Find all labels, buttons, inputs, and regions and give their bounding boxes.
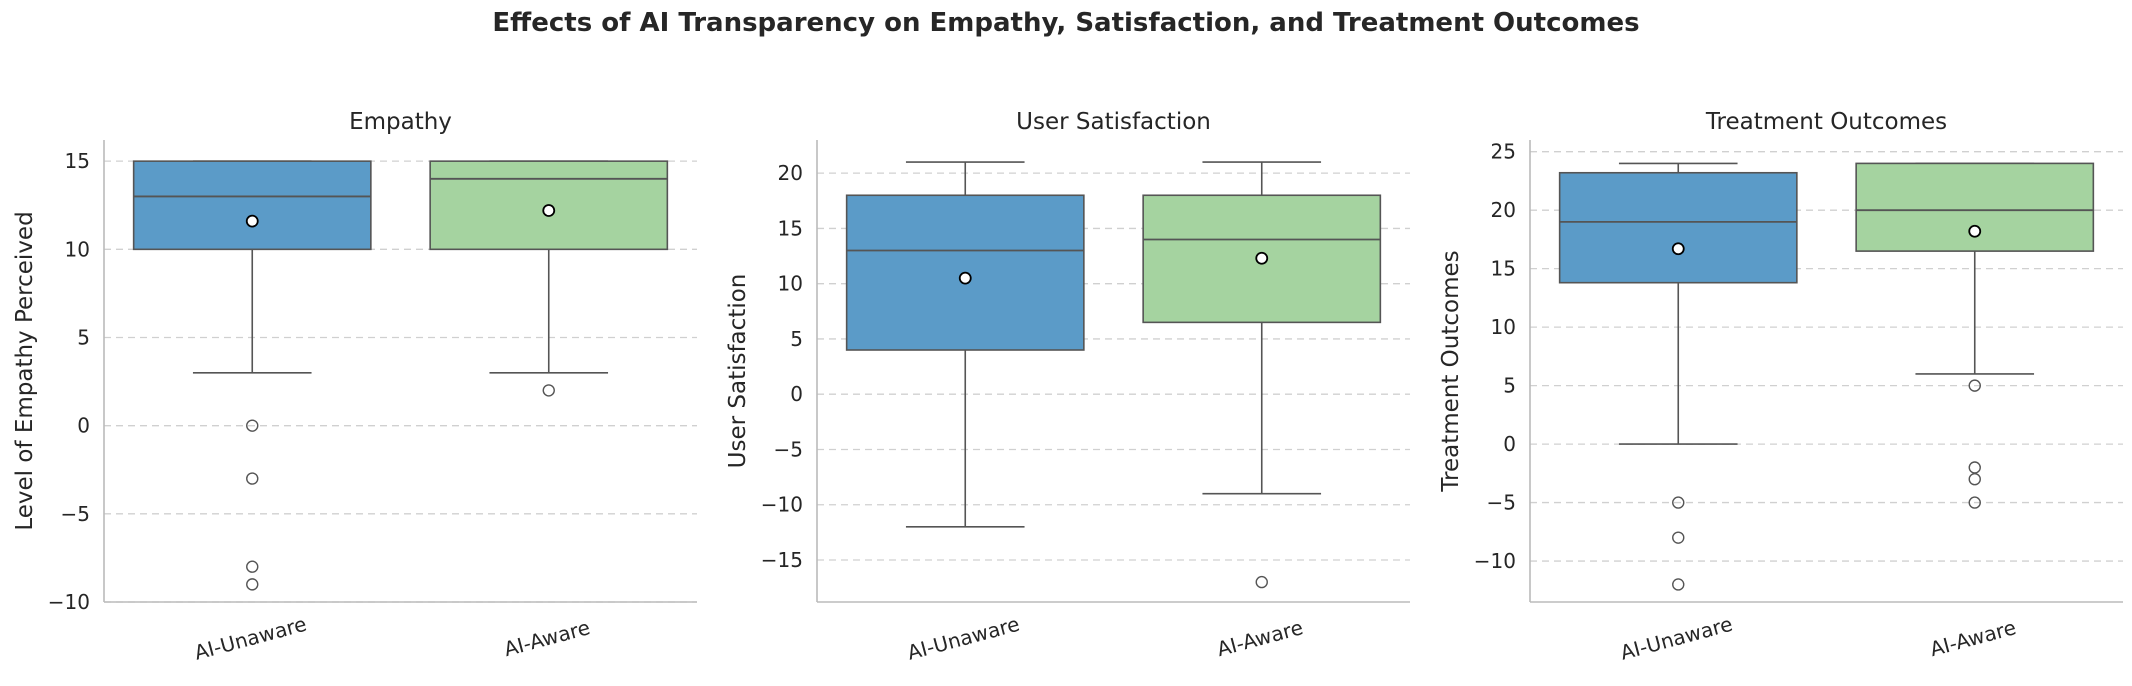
y-tick-label: −5 (61, 502, 90, 526)
box-ai-unaware (132, 160, 372, 591)
mean-marker (245, 214, 259, 228)
y-axis-label: User Satisfaction (725, 274, 751, 469)
panel-title: User Satisfaction (1016, 109, 1211, 135)
y-tick-label: −5 (774, 437, 803, 461)
y-tick-label: 5 (1503, 374, 1516, 398)
outlier-point (246, 419, 259, 432)
y-axis-label: Treatment Outcomes (1438, 250, 1464, 492)
panel-title: Treatment Outcomes (1705, 109, 1947, 135)
x-tick-label: AI-Aware (1214, 615, 1305, 661)
y-tick-label: 20 (1491, 198, 1516, 222)
outlier-point (1255, 575, 1268, 589)
y-tick-label: 10 (65, 237, 90, 261)
outlier-point (1968, 461, 1981, 474)
box-ai-unaware (1558, 162, 1798, 591)
outlier-point (246, 578, 259, 591)
y-tick-label: 25 (1491, 140, 1516, 164)
outlier-point (246, 472, 259, 485)
y-tick-label: 20 (778, 161, 803, 185)
chart-panel-2: −15 −10 −5 0 5 10 15 20 User Satisfaction User Sa… (725, 109, 1410, 665)
y-tick-label: −10 (48, 590, 90, 614)
mean-marker (1968, 224, 1982, 238)
y-tick-label: 10 (778, 272, 803, 296)
box-ai-unaware (845, 161, 1085, 528)
outlier-point (1672, 496, 1685, 509)
y-tick-label: 0 (1503, 432, 1516, 456)
outlier-point (246, 560, 259, 573)
box-ai-aware (429, 160, 669, 397)
figure-title: Effects of AI Transparency on Empathy, S… (492, 8, 1639, 38)
x-tick-label: AI-Aware (501, 615, 592, 661)
outlier-point (1968, 496, 1981, 509)
mean-marker (542, 204, 556, 217)
y-tick-label: 0 (77, 414, 90, 438)
outlier-point (1672, 578, 1685, 591)
box-iqr (1855, 162, 2095, 252)
y-tick-label: 15 (778, 216, 803, 240)
chart-panel-1: −10 −5 0 5 10 15 Empathy Level of Empathy Perce… (12, 109, 697, 665)
mean-marker (1255, 251, 1269, 265)
box-ai-aware (1855, 162, 2095, 509)
box-iqr (1558, 171, 1798, 284)
mean-marker (958, 271, 972, 285)
y-tick-label: 15 (1491, 257, 1516, 281)
outlier-point (1672, 531, 1685, 544)
y-tick-label: −10 (761, 493, 803, 517)
y-tick-label: 15 (65, 149, 90, 173)
panel-title: Empathy (349, 109, 452, 135)
y-tick-label: −10 (1474, 549, 1516, 573)
y-tick-label: 5 (77, 325, 90, 349)
outlier-point (1968, 379, 1981, 392)
outlier-point (542, 384, 555, 397)
y-axis-label: Level of Empathy Perceived (12, 211, 38, 530)
y-tick-label: −15 (761, 548, 803, 572)
x-tick-label: AI-Unaware (905, 612, 1022, 665)
y-tick-label: −5 (1487, 491, 1516, 515)
outlier-point (1968, 472, 1981, 486)
y-tick-label: 0 (790, 382, 803, 406)
box-iqr (132, 160, 372, 251)
x-tick-label: AI-Aware (1927, 615, 2018, 661)
y-tick-label: 10 (1491, 315, 1516, 339)
x-tick-label: AI-Unaware (1618, 612, 1735, 665)
y-tick-label: 5 (790, 327, 803, 351)
chart-panel-3: −10 −5 0 5 10 15 20 25 Treatment Outcomes Treatme… (1438, 109, 2123, 665)
mean-marker (1671, 242, 1685, 256)
x-tick-label: AI-Unaware (192, 612, 309, 665)
box-ai-aware (1142, 161, 1382, 589)
